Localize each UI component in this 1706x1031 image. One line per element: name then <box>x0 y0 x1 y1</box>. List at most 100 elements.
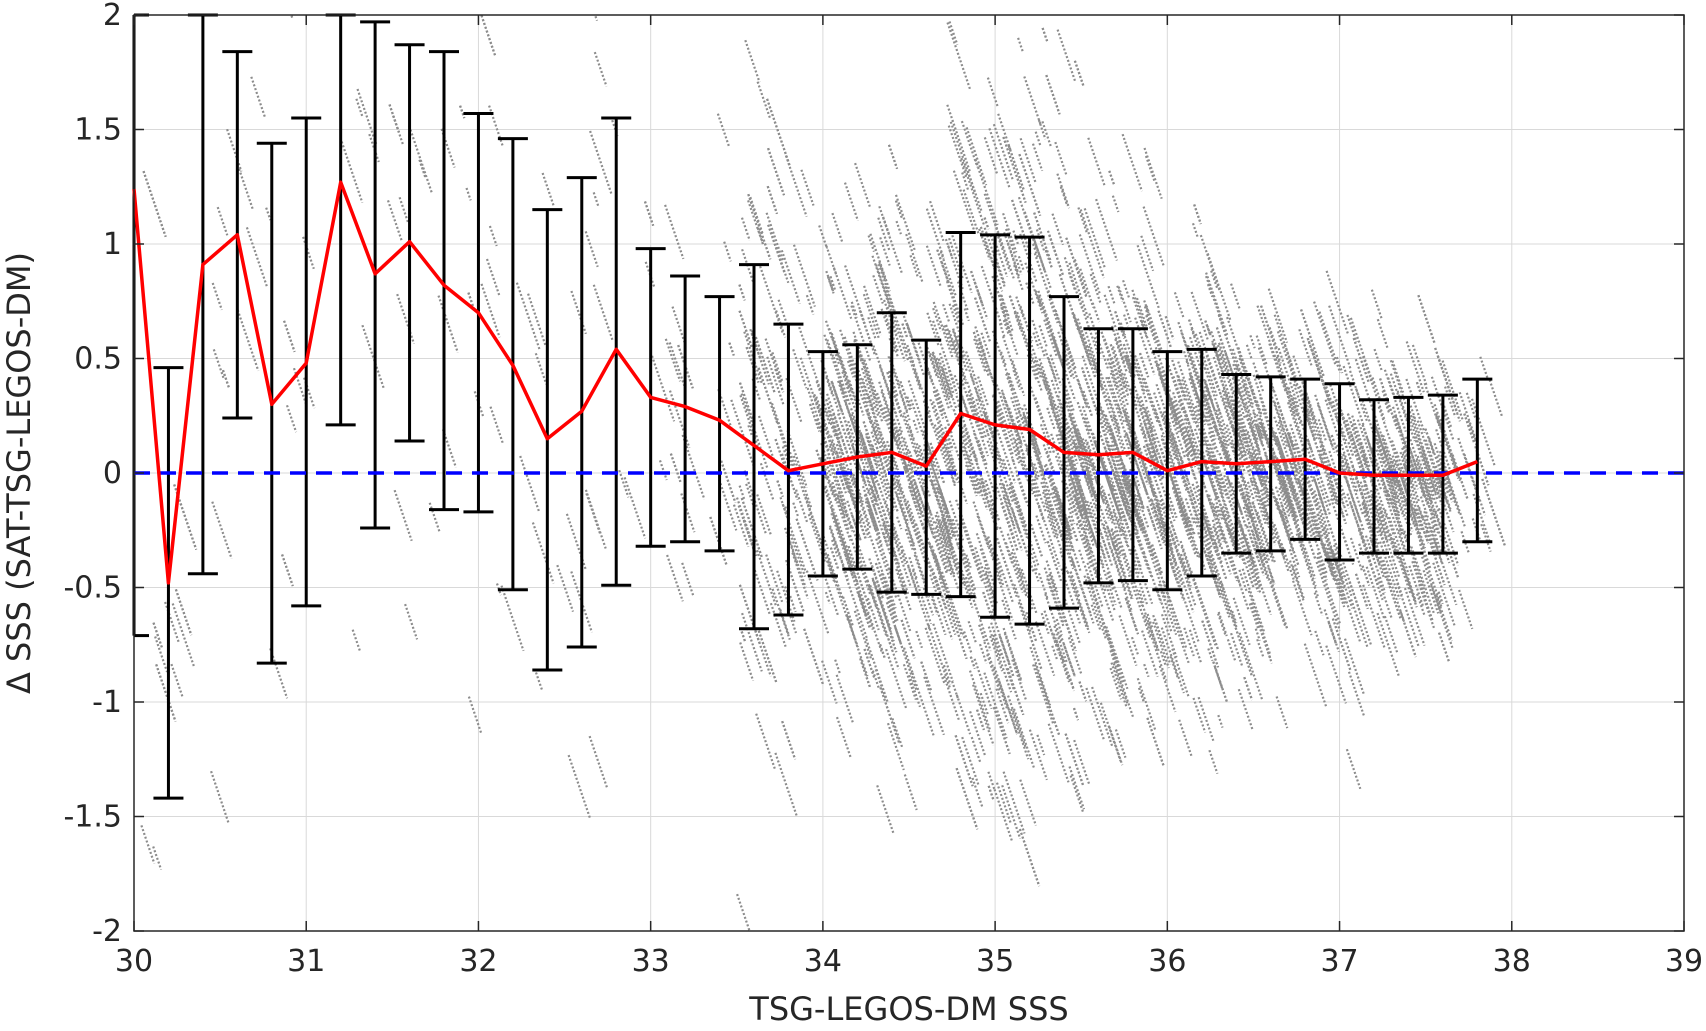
scatter-point <box>908 674 922 708</box>
scatter-point <box>1415 508 1429 543</box>
scatter-point <box>1183 627 1195 657</box>
scatter-point <box>467 696 483 734</box>
scatter-point <box>1236 539 1255 589</box>
scatter-point <box>1230 616 1254 677</box>
scatter-point <box>1062 459 1071 480</box>
scatter-point <box>1470 398 1497 468</box>
scatter-point <box>954 735 974 787</box>
scatter-point <box>1107 285 1116 305</box>
scatter-point <box>736 893 751 931</box>
scatter-point <box>854 162 871 207</box>
scatter-point <box>1335 478 1345 499</box>
scatter-point <box>1286 440 1299 474</box>
scatter-point <box>1267 288 1289 344</box>
scatter-point <box>1070 557 1092 614</box>
scatter-point <box>878 261 887 282</box>
scatter-point <box>738 284 746 301</box>
scatter-point <box>1303 643 1328 708</box>
scatter-point <box>886 371 903 415</box>
scatter-point <box>765 554 784 603</box>
scatter-point <box>868 510 893 577</box>
scatter-point <box>1091 464 1115 525</box>
scatter-point <box>1333 544 1353 597</box>
scatter-point <box>1269 392 1285 433</box>
scatter-point <box>1001 335 1018 376</box>
scatter-point <box>1217 714 1224 728</box>
scatter-point <box>1083 208 1107 269</box>
scatter-point <box>857 592 868 617</box>
scatter-point <box>930 545 950 595</box>
scatter-point <box>1377 406 1402 472</box>
scatter-point <box>879 687 901 743</box>
scatter-point <box>961 441 982 497</box>
scatter-point <box>902 437 911 455</box>
scatter-point <box>1067 637 1083 675</box>
scatter-point <box>872 426 892 477</box>
scatter-point <box>771 588 791 640</box>
scatter-point <box>938 577 958 629</box>
scatter-point <box>515 282 541 350</box>
scatter-point <box>1249 536 1260 561</box>
scatter-point <box>856 591 872 630</box>
scatter-point <box>1414 523 1426 551</box>
scatter-point <box>1430 584 1454 650</box>
scatter-point <box>824 591 831 605</box>
scatter-point <box>998 475 1012 508</box>
scatter-point <box>1255 335 1268 365</box>
scatter-point <box>846 500 862 541</box>
scatter-point <box>891 431 908 475</box>
scatter-point <box>744 39 761 83</box>
scatter-point <box>738 485 746 500</box>
scatter-point <box>1307 460 1328 516</box>
scatter-point <box>936 427 955 475</box>
scatter-point <box>1389 477 1405 518</box>
scatter-point <box>1171 648 1190 698</box>
scatter-point <box>1170 397 1188 444</box>
scatter-point <box>1387 477 1399 504</box>
scatter-point <box>1133 504 1153 558</box>
scatter-point <box>1021 407 1047 477</box>
scatter-point <box>1318 311 1342 374</box>
scatter-point <box>1278 487 1291 519</box>
scatter-point <box>907 463 922 503</box>
scatter-point <box>741 248 755 284</box>
scatter-point <box>1197 532 1222 597</box>
scatter-point <box>1169 468 1190 523</box>
scatter-point <box>781 503 807 573</box>
scatter-point <box>1159 499 1183 563</box>
scatter-point <box>1000 294 1011 319</box>
scatter-point <box>1288 432 1297 452</box>
scatter-point <box>1199 497 1215 538</box>
scatter-point <box>935 511 961 581</box>
scatter-point <box>948 237 964 280</box>
scatter-point <box>1034 131 1042 146</box>
scatter-point <box>1152 352 1171 402</box>
scatter-point <box>877 217 891 253</box>
scatter-point <box>1280 510 1293 541</box>
scatter-point <box>1158 665 1177 713</box>
scatter-point <box>1411 560 1434 622</box>
y-axis-label: Δ SSS (SAT-TSG-LEGOS-DM) <box>0 252 38 694</box>
scatter-point <box>926 367 945 415</box>
scatter-point <box>1458 589 1474 630</box>
scatter-point <box>1055 434 1079 497</box>
scatter-point <box>1394 460 1414 509</box>
scatter-point <box>1254 628 1261 642</box>
scatter-point <box>1277 542 1290 572</box>
scatter-point <box>1356 419 1377 472</box>
scatter-point <box>997 680 1019 735</box>
scatter-point <box>1350 598 1369 648</box>
scatter-point <box>1110 477 1129 526</box>
scatter-point <box>1150 499 1164 530</box>
scatter-point <box>1325 645 1347 704</box>
scatter-point <box>980 265 1004 327</box>
scatter-point <box>556 564 575 612</box>
scatter-point <box>1068 262 1090 320</box>
scatter-point <box>1055 618 1064 636</box>
scatter-point <box>1049 403 1064 441</box>
scatter-point <box>1347 671 1366 718</box>
scatter-point <box>1417 294 1436 345</box>
scatter-point <box>767 147 786 196</box>
scatter-point <box>1441 360 1465 422</box>
x-tick-label: 34 <box>804 944 842 979</box>
